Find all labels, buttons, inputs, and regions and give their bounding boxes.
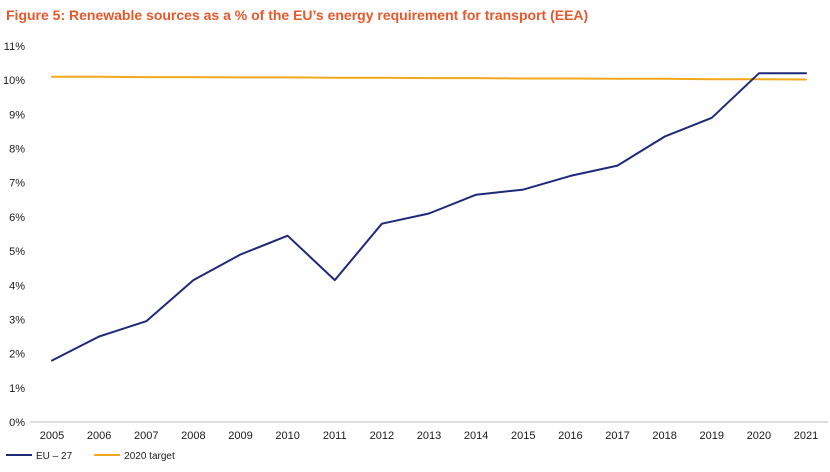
series-lines	[51, 72, 807, 362]
x-tick-label: 2017	[605, 430, 629, 442]
x-tick-label: 2012	[370, 430, 394, 442]
x-tick-label: 2018	[652, 430, 676, 442]
y-tick-label: 7%	[9, 178, 25, 190]
x-tick-label: 2005	[40, 430, 64, 442]
x-tick-label: 2008	[181, 430, 205, 442]
y-tick-label: 6%	[9, 212, 25, 224]
x-tick-label: 2011	[323, 430, 347, 442]
x-axis: 2005 2006 2007 2008 2009 2010 2011 2012 2013 2014…	[40, 430, 818, 442]
y-tick-label: 11%	[4, 41, 25, 53]
x-tick-label: 2019	[700, 430, 724, 442]
y-tick-label: 9%	[9, 109, 25, 121]
x-tick-label: 2020	[747, 430, 771, 442]
x-tick-label: 2021	[794, 430, 818, 442]
legend-label: 2020 target	[124, 451, 175, 462]
x-tick-label: 2013	[417, 430, 441, 442]
y-tick-label: 8%	[9, 144, 25, 156]
x-tick-label: 2016	[558, 430, 582, 442]
y-tick-label: 3%	[9, 314, 25, 326]
series-line	[51, 75, 807, 81]
x-tick-label: 2006	[87, 430, 111, 442]
y-tick-label: 2%	[9, 349, 25, 361]
y-tick-label: 5%	[9, 246, 25, 258]
x-tick-label: 2009	[228, 430, 252, 442]
legend-label: EU – 27	[36, 451, 73, 462]
y-tick-label: 10%	[3, 75, 25, 87]
chart-title: Figure 5: Renewable sources as a % of th…	[6, 7, 589, 23]
y-tick-label: 0%	[9, 417, 25, 429]
legend: EU – 27 2020 target	[6, 451, 175, 462]
x-tick-label: 2010	[275, 430, 299, 442]
x-tick-label: 2015	[511, 430, 535, 442]
y-axis: 0% 1% 2% 3% 4% 5% 6% 7% 8% 9% 10% 11%	[3, 41, 25, 429]
x-tick-label: 2007	[134, 430, 158, 442]
series-line	[51, 72, 807, 362]
x-tick-label: 2014	[464, 430, 488, 442]
y-tick-label: 1%	[9, 383, 25, 395]
y-tick-label: 4%	[9, 280, 25, 292]
